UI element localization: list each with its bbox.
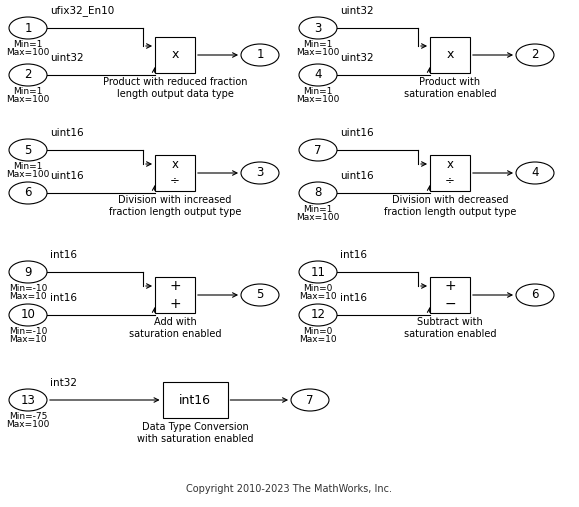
Text: Min=-10: Min=-10 — [9, 327, 47, 336]
Text: 7: 7 — [314, 143, 322, 157]
Text: Max=10: Max=10 — [299, 335, 337, 344]
Text: Min=-10: Min=-10 — [9, 284, 47, 293]
Text: x: x — [446, 49, 454, 61]
Text: Max=10: Max=10 — [9, 292, 47, 301]
Text: Product with reduced fraction
length output data type: Product with reduced fraction length out… — [102, 77, 247, 99]
Text: 6: 6 — [532, 288, 538, 302]
Ellipse shape — [9, 17, 47, 39]
Text: 12: 12 — [310, 308, 325, 321]
Ellipse shape — [299, 17, 337, 39]
Text: uint16: uint16 — [340, 128, 373, 138]
Text: 4: 4 — [314, 68, 322, 82]
Text: Add with
saturation enabled: Add with saturation enabled — [129, 317, 221, 339]
Text: int16: int16 — [50, 293, 77, 303]
Text: uint32: uint32 — [50, 53, 83, 63]
Text: 7: 7 — [306, 393, 314, 407]
Text: 4: 4 — [532, 166, 538, 179]
Text: Subtract with
saturation enabled: Subtract with saturation enabled — [404, 317, 496, 339]
Text: x
÷: x ÷ — [170, 159, 180, 188]
FancyBboxPatch shape — [155, 37, 195, 73]
Ellipse shape — [299, 261, 337, 283]
Ellipse shape — [299, 182, 337, 204]
FancyBboxPatch shape — [155, 155, 195, 191]
Ellipse shape — [241, 162, 279, 184]
Text: int16: int16 — [340, 293, 367, 303]
FancyBboxPatch shape — [430, 37, 470, 73]
Text: Max=100: Max=100 — [6, 95, 50, 104]
Text: Product with
saturation enabled: Product with saturation enabled — [404, 77, 496, 99]
Text: Max=100: Max=100 — [296, 95, 340, 104]
Text: Division with decreased
fraction length output type: Division with decreased fraction length … — [384, 195, 516, 218]
Text: Min=-75: Min=-75 — [9, 412, 47, 421]
Text: 9: 9 — [24, 266, 32, 278]
FancyBboxPatch shape — [163, 382, 228, 418]
Text: Min=1: Min=1 — [13, 162, 43, 171]
Text: int16: int16 — [50, 250, 77, 260]
Text: Min=1: Min=1 — [303, 205, 333, 214]
Text: 5: 5 — [24, 143, 32, 157]
Text: 1: 1 — [256, 49, 264, 61]
Text: 5: 5 — [256, 288, 263, 302]
Text: Max=100: Max=100 — [6, 170, 50, 179]
Text: Max=100: Max=100 — [296, 48, 340, 57]
Ellipse shape — [9, 261, 47, 283]
Text: uint32: uint32 — [340, 53, 373, 63]
Text: 3: 3 — [314, 21, 322, 34]
Text: Min=1: Min=1 — [13, 87, 43, 96]
Text: uint16: uint16 — [340, 171, 373, 181]
Ellipse shape — [9, 139, 47, 161]
Ellipse shape — [299, 139, 337, 161]
Text: Max=100: Max=100 — [6, 48, 50, 57]
FancyBboxPatch shape — [155, 277, 195, 313]
Text: Max=100: Max=100 — [6, 420, 50, 429]
Text: 1: 1 — [24, 21, 32, 34]
Ellipse shape — [516, 162, 554, 184]
Text: Min=1: Min=1 — [303, 87, 333, 96]
Text: uint16: uint16 — [50, 171, 83, 181]
Text: Min=0: Min=0 — [303, 284, 333, 293]
Ellipse shape — [291, 389, 329, 411]
Text: uint32: uint32 — [340, 6, 373, 16]
Text: 3: 3 — [256, 166, 263, 179]
Text: int16: int16 — [340, 250, 367, 260]
Text: uint16: uint16 — [50, 128, 83, 138]
Text: Min=1: Min=1 — [303, 40, 333, 49]
FancyBboxPatch shape — [430, 277, 470, 313]
Ellipse shape — [9, 64, 47, 86]
Ellipse shape — [241, 284, 279, 306]
Text: x: x — [171, 49, 179, 61]
Text: 2: 2 — [532, 49, 538, 61]
Text: Max=10: Max=10 — [9, 335, 47, 344]
Ellipse shape — [299, 64, 337, 86]
Text: 8: 8 — [314, 187, 322, 199]
Text: 2: 2 — [24, 68, 32, 82]
Text: +
−: + − — [444, 279, 456, 311]
Ellipse shape — [516, 44, 554, 66]
Ellipse shape — [241, 44, 279, 66]
Text: int16: int16 — [179, 393, 211, 407]
Ellipse shape — [9, 304, 47, 326]
Text: Data Type Conversion
with saturation enabled: Data Type Conversion with saturation ena… — [137, 422, 253, 445]
Text: x
÷: x ÷ — [445, 159, 455, 188]
Ellipse shape — [9, 182, 47, 204]
Text: Division with increased
fraction length output type: Division with increased fraction length … — [109, 195, 241, 218]
Text: Min=1: Min=1 — [13, 40, 43, 49]
Text: Min=0: Min=0 — [303, 327, 333, 336]
Text: 11: 11 — [310, 266, 325, 278]
Text: Max=10: Max=10 — [299, 292, 337, 301]
Text: 6: 6 — [24, 187, 32, 199]
Text: ufix32_En10: ufix32_En10 — [50, 5, 114, 16]
FancyBboxPatch shape — [430, 155, 470, 191]
Text: Copyright 2010-2023 The MathWorks, Inc.: Copyright 2010-2023 The MathWorks, Inc. — [186, 484, 393, 494]
Ellipse shape — [516, 284, 554, 306]
Text: int32: int32 — [50, 378, 77, 388]
Text: 13: 13 — [21, 393, 35, 407]
Text: +
+: + + — [169, 279, 181, 311]
Text: Max=100: Max=100 — [296, 213, 340, 222]
Text: 10: 10 — [21, 308, 35, 321]
Ellipse shape — [9, 389, 47, 411]
Ellipse shape — [299, 304, 337, 326]
